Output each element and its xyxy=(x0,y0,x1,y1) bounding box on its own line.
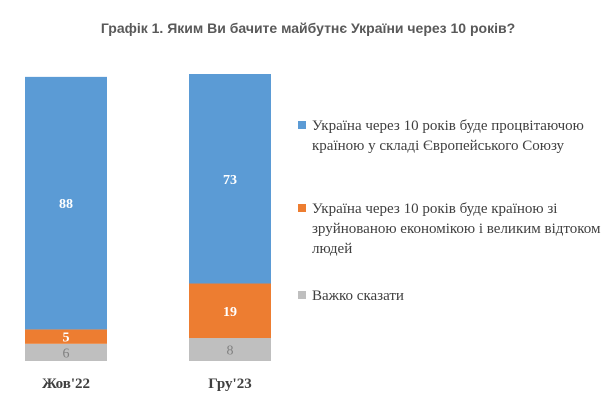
bar-dec23-eu xyxy=(189,74,271,284)
legend-label-eu: Україна через 10 років буде процвітаючою… xyxy=(312,118,584,154)
bar-oct22-eu xyxy=(25,76,107,330)
data-label-dec23-hard-to-say: 8 xyxy=(227,344,234,359)
data-label-oct22-eu: 88 xyxy=(59,197,73,212)
bar-oct22-ruined xyxy=(25,329,107,344)
category-label-dec23: Гру'23 xyxy=(208,376,251,392)
data-label-oct22-ruined: 5 xyxy=(63,331,70,346)
legend-swatch-eu xyxy=(298,121,306,129)
legend-swatch-ruined xyxy=(298,204,306,212)
category-label-oct22: Жов'22 xyxy=(42,376,90,392)
bar-oct22-hard-to-say xyxy=(25,343,107,361)
data-label-oct22-hard-to-say: 6 xyxy=(63,346,70,361)
bar-dec23-hard-to-say xyxy=(189,338,271,361)
legend-label-hard-to-say: Важко сказати xyxy=(312,288,404,304)
legend-label-ruined: Україна через 10 років буде країною зі з… xyxy=(312,201,601,257)
data-label-dec23-eu: 73 xyxy=(223,173,237,188)
legend-swatch-hard-to-say xyxy=(298,291,306,299)
chart-title: Графік 1. Яким Ви бачите майбутнє Україн… xyxy=(100,20,516,36)
bar-dec23-ruined xyxy=(189,283,271,339)
data-label-dec23-ruined: 19 xyxy=(223,305,237,320)
